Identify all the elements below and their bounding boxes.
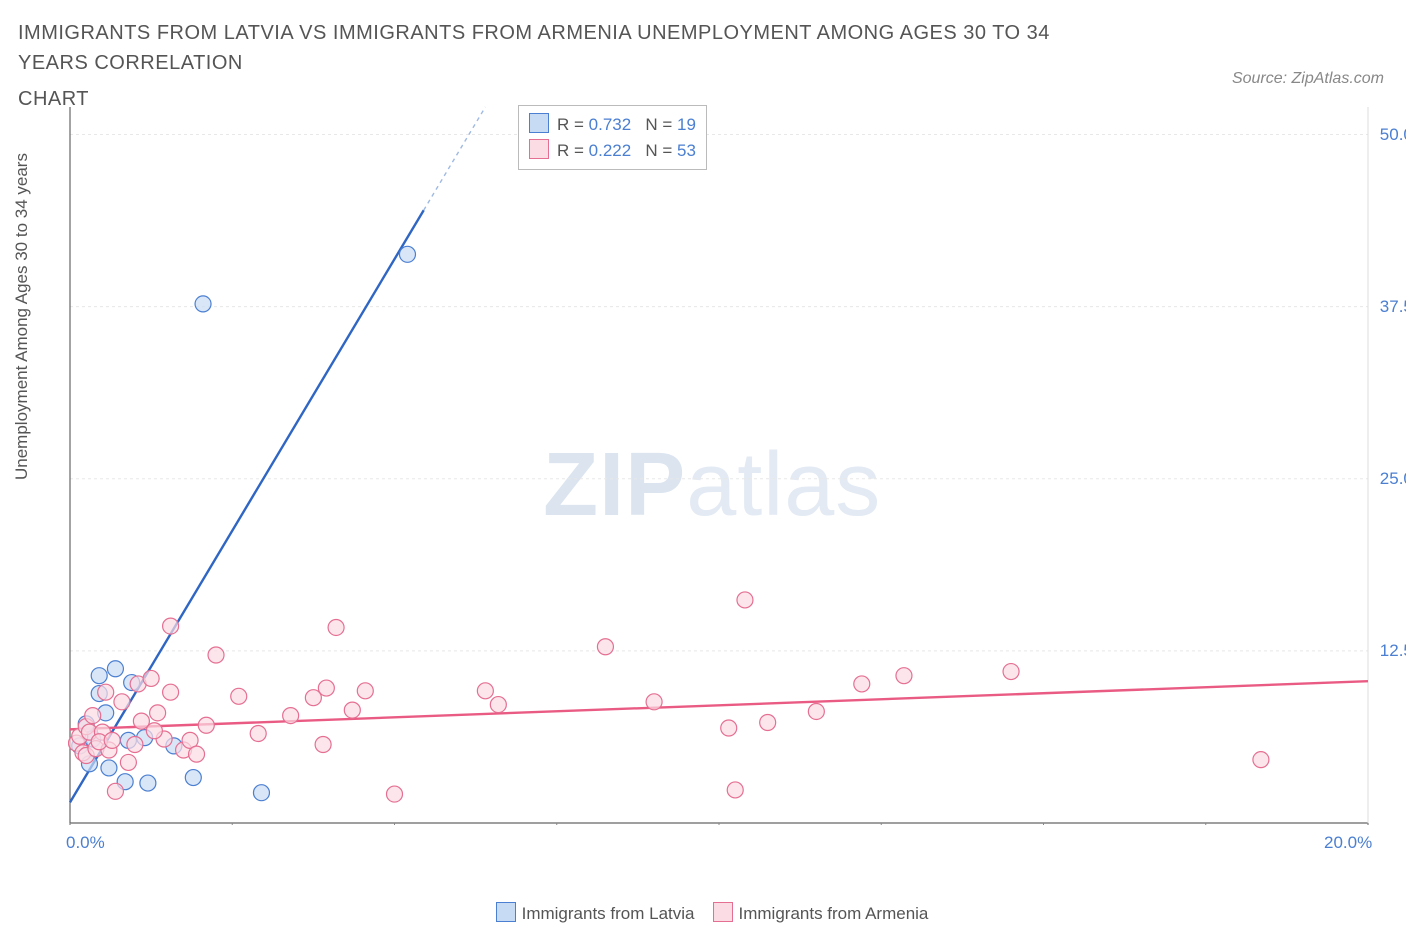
y-tick-label: 25.0% bbox=[1380, 469, 1406, 489]
legend-swatch bbox=[529, 139, 549, 159]
x-tick-label: 0.0% bbox=[66, 833, 105, 853]
y-tick-label: 12.5% bbox=[1380, 641, 1406, 661]
chart-title: IMMIGRANTS FROM LATVIA VS IMMIGRANTS FRO… bbox=[18, 18, 1118, 114]
chart-area: ZIPatlas R = 0.732 N = 19R = 0.222 N = 5… bbox=[68, 105, 1370, 825]
legend-row: R = 0.732 N = 19 bbox=[529, 112, 696, 138]
series-label: Immigrants from Latvia bbox=[522, 904, 695, 923]
n-label: N = bbox=[631, 141, 677, 160]
r-label: R = bbox=[557, 115, 589, 134]
source-label: Source: ZipAtlas.com bbox=[1232, 70, 1384, 88]
legend-swatch bbox=[529, 113, 549, 133]
legend-row: R = 0.222 N = 53 bbox=[529, 138, 696, 164]
n-value: 19 bbox=[677, 115, 696, 134]
n-value: 53 bbox=[677, 141, 696, 160]
n-label: N = bbox=[631, 115, 677, 134]
title-line1: IMMIGRANTS FROM LATVIA VS IMMIGRANTS FRO… bbox=[18, 22, 1050, 74]
r-value: 0.222 bbox=[589, 141, 632, 160]
r-value: 0.732 bbox=[589, 115, 632, 134]
y-axis-label: Unemployment Among Ages 30 to 34 years bbox=[12, 153, 32, 480]
series-swatch bbox=[713, 902, 733, 922]
y-tick-label: 50.0% bbox=[1380, 125, 1406, 145]
x-tick-label: 20.0% bbox=[1324, 833, 1372, 853]
chart-svg bbox=[68, 105, 1370, 825]
series-legend: Immigrants from Latvia Immigrants from Ar… bbox=[0, 902, 1406, 924]
series-swatch bbox=[496, 902, 516, 922]
correlation-legend-box: R = 0.732 N = 19R = 0.222 N = 53 bbox=[518, 105, 707, 170]
series-label: Immigrants from Armenia bbox=[739, 904, 929, 923]
y-tick-label: 37.5% bbox=[1380, 297, 1406, 317]
r-label: R = bbox=[557, 141, 589, 160]
